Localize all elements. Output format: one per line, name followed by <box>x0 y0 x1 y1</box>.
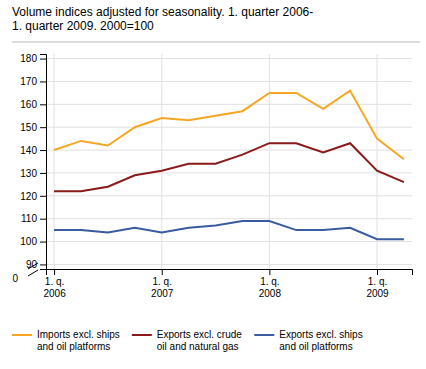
plot: 1. q.20061. q.20071. q.20081. q.20099010… <box>12 53 412 298</box>
axis-break-slash <box>28 263 38 269</box>
y-tick-mark <box>40 264 46 265</box>
y-tick: 110 <box>21 213 46 224</box>
y-tick-label: 160 <box>20 99 37 110</box>
y-tick: 150 <box>20 122 46 133</box>
legend-label-line: Imports excl. ships <box>37 329 120 340</box>
title-line: 1. quarter 2009. 2000=100 <box>12 19 154 33</box>
x-grid-line <box>377 54 378 269</box>
x-tick: 1. q.2009 <box>366 269 389 299</box>
y-grid-line <box>46 172 412 173</box>
y-axis-line <box>40 55 47 270</box>
grid <box>46 54 412 269</box>
x-tick-mark <box>162 269 163 275</box>
y-grid-line <box>46 218 412 219</box>
x-tick-label: 1. q.2008 <box>259 276 282 299</box>
x-tick-label-line: 2006 <box>43 288 66 299</box>
y-tick-mark <box>40 59 46 60</box>
y-tick: 180 <box>20 53 46 64</box>
y-tick-label: 150 <box>20 122 37 133</box>
x-tick-label-line: 2007 <box>151 288 174 299</box>
x-tick-label-line: 1. q. <box>368 276 387 287</box>
y-tick: 120 <box>20 191 46 202</box>
x-tick-label: 1. q.2006 <box>43 276 66 299</box>
x-tick-label-line: 1. q. <box>45 276 64 287</box>
legend-swatch <box>132 334 152 336</box>
y-grid-line <box>46 241 412 242</box>
y-tick-mark <box>40 196 46 197</box>
y-axis: 90 100 110 120 130 140 150 160 170 180 <box>20 53 46 270</box>
x-tick-mark <box>269 269 270 275</box>
y-tick: 100 <box>20 236 46 247</box>
x-tick: 1. q.2008 <box>259 269 282 299</box>
y-tick-label: 180 <box>20 53 37 64</box>
y-tick-mark <box>40 127 46 128</box>
legend-label: Exports excl. shipsand oil platforms <box>279 329 362 352</box>
legend-label-line: and oil platforms <box>279 341 352 352</box>
axis-break <box>28 263 38 276</box>
x-tick-label: 1. q.2007 <box>151 276 174 299</box>
legend-item: Exports excl. crudeoil and natural gas <box>132 329 242 352</box>
y-tick-mark <box>40 173 46 174</box>
series-line <box>54 143 404 191</box>
y-tick-label: 140 <box>20 145 37 156</box>
x-tick: 1. q.2007 <box>151 269 174 299</box>
legend-label-line: and oil platforms <box>37 341 110 352</box>
x-grid-line <box>269 54 270 269</box>
x-tick-label: 1. q.2009 <box>366 276 389 299</box>
y-grid-line <box>46 264 412 265</box>
y-grid-line <box>46 195 412 196</box>
y-tick: 170 <box>20 76 46 87</box>
title-line: Volume indices adjusted for seasonality.… <box>12 5 313 19</box>
y-grid-line <box>46 81 412 82</box>
x-tick-label-line: 1. q. <box>260 276 279 287</box>
annotation: 0 <box>12 273 18 284</box>
legend: Imports excl. shipsand oil platformsExpo… <box>12 329 363 352</box>
x-tick-mark <box>54 269 55 275</box>
y-tick-label: 90 <box>26 259 38 270</box>
y-tick: 160 <box>20 99 46 110</box>
x-tick-mark <box>377 269 378 275</box>
y-tick: 130 <box>20 168 46 179</box>
y-grid-line <box>46 58 412 59</box>
x-grid-line <box>54 54 55 269</box>
lines <box>54 91 404 240</box>
y-tick-mark <box>40 242 46 243</box>
x-tick-label-line: 2009 <box>366 288 389 299</box>
x-axis: 1. q.20061. q.20071. q.20081. q.2009 <box>43 269 412 299</box>
y-tick: 140 <box>20 145 46 156</box>
x-grid-line <box>161 54 162 269</box>
y-tick-mark <box>40 81 46 82</box>
series-line <box>54 221 404 239</box>
y-tick-mark <box>40 219 46 220</box>
legend-item: Imports excl. shipsand oil platforms <box>12 329 120 352</box>
legend-label-line: oil and natural gas <box>157 341 239 352</box>
y-grid-line <box>46 127 412 128</box>
y-tick-label: 170 <box>20 76 37 87</box>
legend-label-line: Exports excl. ships <box>279 329 362 340</box>
legend-label: Exports excl. crudeoil and natural gas <box>157 329 242 352</box>
separator <box>12 42 420 43</box>
y-tick-label: 110 <box>21 213 37 224</box>
y-tick-label: 120 <box>20 191 37 202</box>
x-tick-label-line: 1. q. <box>152 276 171 287</box>
y-tick-label: 100 <box>20 236 37 247</box>
y-tick: 90 <box>26 259 46 270</box>
y-tick-label: 130 <box>20 168 37 179</box>
y-tick-mark <box>40 150 46 151</box>
legend-label-line: Exports excl. crude <box>157 329 242 340</box>
y-tick-mark <box>40 104 46 105</box>
legend-label: Imports excl. shipsand oil platforms <box>37 329 120 352</box>
x-tick-label-line: 2008 <box>259 288 282 299</box>
series-line <box>54 91 404 160</box>
axis-break-slash <box>28 270 38 276</box>
title: Volume indices adjusted for seasonality.… <box>12 5 313 33</box>
legend-swatch <box>12 334 32 336</box>
x-tick: 1. q.2006 <box>43 269 66 299</box>
x-axis-line <box>47 270 413 276</box>
legend-swatch <box>254 334 274 336</box>
legend-item: Exports excl. shipsand oil platforms <box>254 329 362 352</box>
chart: Volume indices adjusted for seasonality.… <box>0 0 426 369</box>
